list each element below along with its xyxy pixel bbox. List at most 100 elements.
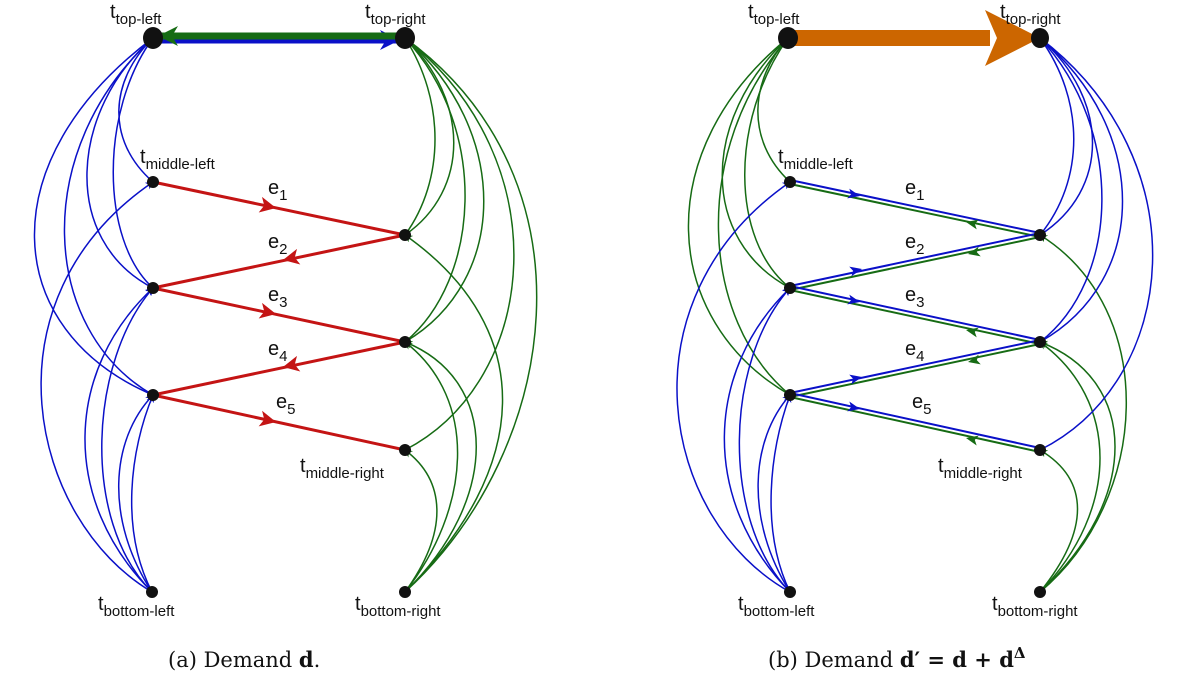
label-middle-left: tmiddle-left	[778, 146, 854, 173]
label-middle-left-sub: middle-left	[146, 156, 216, 173]
blue-curve	[1039, 37, 1103, 343]
parallel-edges-b	[789, 179, 1041, 453]
arrowhead-e1-blue	[847, 188, 860, 199]
green-curve	[404, 37, 455, 236]
edge-label-e4: e4	[905, 338, 924, 365]
edge-label-e1: e1	[268, 177, 287, 204]
node-middle-right	[399, 444, 411, 456]
blue-curve	[1039, 37, 1124, 343]
node-bottom-right	[399, 586, 411, 598]
panel-b: ttop-left ttop-right tmiddle-left tmiddl…	[676, 1, 1154, 672]
arrowhead-e2-blue	[849, 266, 862, 277]
arrowhead-e5-green	[966, 435, 979, 446]
node-a-right-1	[399, 229, 411, 241]
arrowhead-e5	[258, 410, 276, 427]
blue-curve	[118, 37, 154, 183]
label-bottom-right: tbottom-right	[355, 593, 441, 620]
green-curve	[1039, 234, 1127, 593]
blue-curve	[738, 287, 791, 593]
label-middle-right-sub: middle-right	[306, 465, 385, 482]
edge-e5-blue	[789, 392, 1041, 449]
blue-curve	[130, 394, 154, 593]
blue-curve	[118, 394, 154, 593]
nodes-b	[778, 27, 1049, 598]
top-edge-b	[790, 10, 1040, 66]
edge-e2-green	[789, 236, 1041, 291]
green-curve	[404, 37, 466, 343]
blue-curve	[1039, 37, 1075, 236]
label-middle-left: tmiddle-left	[140, 146, 216, 173]
node-top-left	[143, 27, 163, 49]
node-bottom-left	[146, 586, 158, 598]
node-bottom-left	[784, 586, 796, 598]
blue-curve	[84, 287, 154, 593]
edge-e2-blue	[789, 232, 1041, 287]
edge-e1-blue	[789, 179, 1041, 234]
label-bottom-left: tbottom-left	[738, 593, 815, 620]
edge-e4-blue	[789, 339, 1041, 394]
label-top-right-sub: top-right	[371, 11, 427, 28]
small-arrowheads-b	[847, 188, 981, 446]
blue-curve	[101, 287, 154, 593]
caption-a: (a) Demand d.	[168, 647, 320, 672]
edge-label-e5: e5	[912, 391, 931, 418]
edge-e1-green	[789, 183, 1041, 238]
green-curve	[721, 37, 791, 289]
blue-curve	[33, 37, 154, 396]
green-curve	[1039, 449, 1079, 593]
node-top-left	[778, 27, 798, 49]
blue-curve	[1039, 37, 1154, 451]
green-curve	[404, 341, 459, 593]
label-middle-right: tmiddle-right	[938, 455, 1023, 482]
blue-curve	[86, 37, 154, 289]
label-top-left: ttop-left	[748, 1, 800, 28]
node-b-right-1	[1034, 229, 1046, 241]
edge-label-e5: e5	[276, 391, 295, 418]
edge-e3	[152, 286, 406, 344]
blue-curve	[40, 181, 154, 593]
blue-curve	[676, 181, 791, 593]
label-bottom-right-sub: bottom-right	[361, 603, 442, 620]
edge-label-e2: e2	[268, 231, 287, 258]
label-top-left-sub: top-left	[116, 11, 163, 28]
top-edge-orange-arrowhead	[985, 10, 1040, 66]
node-a-left-2	[147, 282, 159, 294]
blue-curves-b	[676, 37, 1154, 593]
label-middle-right: tmiddle-right	[300, 455, 385, 482]
arrowhead-e2	[283, 248, 301, 265]
blue-curve	[723, 287, 791, 593]
green-curves-b	[687, 37, 1127, 593]
green-curve	[404, 37, 436, 236]
red-edges-a	[152, 180, 406, 452]
caption-b: (b) Demand d′ = d + dΔ	[768, 644, 1026, 672]
node-top-right	[395, 27, 415, 49]
node-b-right-2	[1034, 336, 1046, 348]
edge-e5	[152, 393, 406, 452]
edge-e2	[152, 233, 406, 290]
label-bottom-left-sub: bottom-left	[104, 603, 176, 620]
node-middle-left	[784, 176, 796, 188]
edge-e3-blue	[789, 285, 1041, 341]
arrowhead-e4	[283, 355, 301, 372]
edge-e5-green	[789, 396, 1041, 453]
arrowhead-e2-green	[968, 246, 981, 257]
green-curve	[687, 37, 791, 396]
label-top-right: ttop-right	[365, 1, 426, 28]
node-a-left-3	[147, 389, 159, 401]
arrowhead-e3	[258, 302, 276, 319]
green-curve	[1039, 341, 1101, 593]
blue-curves-a	[33, 37, 154, 593]
panel-a: ttop-left ttop-right tmiddle-left tmiddl…	[33, 1, 538, 672]
green-curve	[717, 37, 791, 396]
edge-labels-a: e1 e2 e3 e4 e5	[268, 177, 295, 418]
green-curve	[757, 37, 791, 183]
nodes-a	[143, 27, 415, 598]
green-curve	[404, 37, 515, 451]
edge-label-e2: e2	[905, 231, 924, 258]
arrowhead-e4-green	[968, 354, 981, 365]
green-curve	[1039, 340, 1116, 593]
arrowhead-e3-blue	[847, 294, 860, 305]
edge-e4	[152, 340, 406, 397]
node-labels-b: ttop-left ttop-right tmiddle-left tmiddl…	[738, 1, 1078, 620]
